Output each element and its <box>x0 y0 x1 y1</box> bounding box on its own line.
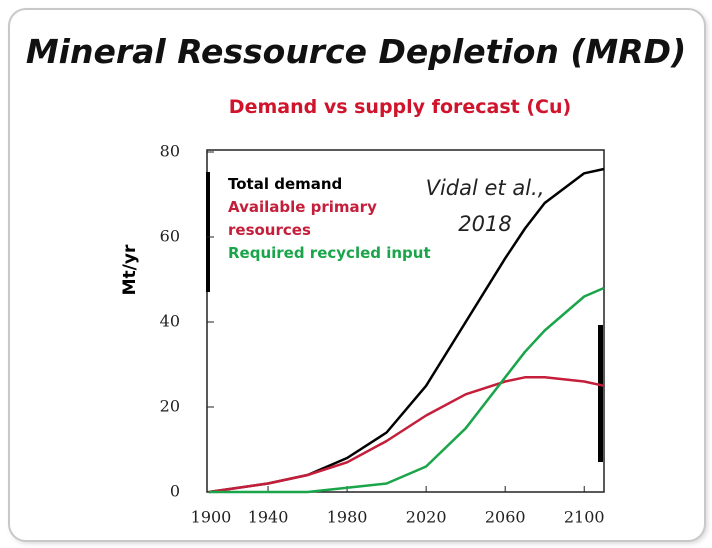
y-tick-label: 40 <box>160 312 180 331</box>
annotation: Vidal et al., 2018 <box>425 176 545 236</box>
x-tick-label: 1980 <box>327 508 368 527</box>
y-axis-label: Mt/yr <box>120 244 140 295</box>
x-tick-label: 1940 <box>248 508 289 527</box>
legend: Total demand Available primary resources R… <box>228 173 468 265</box>
bar-artifact <box>206 172 210 292</box>
y-tick-label: 20 <box>160 397 180 416</box>
legend-entry: Total demand <box>228 175 343 193</box>
series-line <box>208 286 605 494</box>
y-tick-label: 80 <box>160 142 180 161</box>
x-tick-label: 2100 <box>564 508 605 527</box>
plot-frame <box>206 149 605 493</box>
legend-entry: Required recycled input <box>228 244 431 262</box>
x-tick-label: 1900 <box>191 508 232 527</box>
y-tick-label: 0 <box>170 482 180 501</box>
y-tick-label: 60 <box>160 227 180 246</box>
slide-card <box>8 8 706 542</box>
legend-entry: Available primary resources <box>228 198 377 239</box>
bar-artifact <box>598 325 603 462</box>
x-tick-label: 2060 <box>485 508 526 527</box>
chart-subtitle: Demand vs supply forecast (Cu) <box>228 96 572 118</box>
x-tick-label: 2020 <box>406 508 447 527</box>
series-line <box>208 376 605 494</box>
slide-title: Mineral Ressource Depletion (MRD) <box>25 32 687 71</box>
